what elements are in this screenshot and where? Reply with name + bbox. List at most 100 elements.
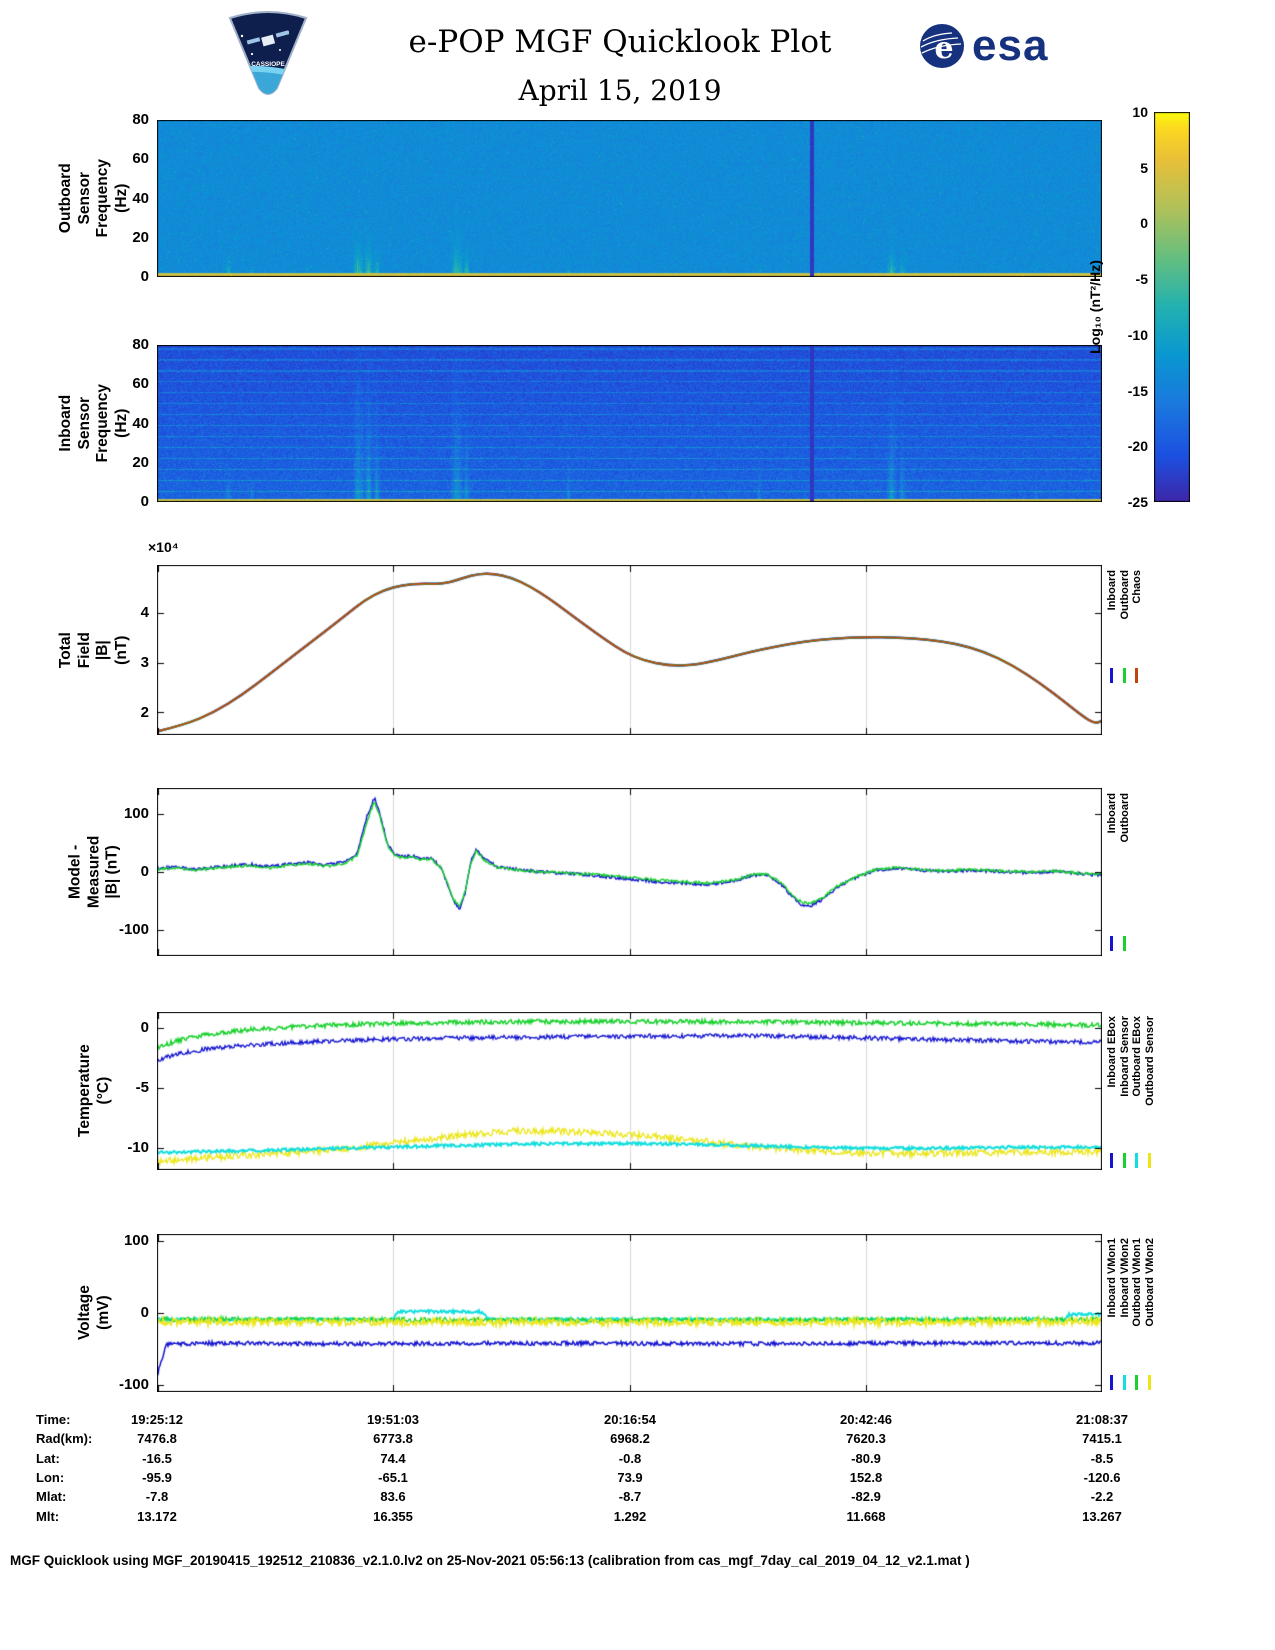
colorbar [1154, 112, 1190, 502]
y-tick-label: -10 [127, 1139, 149, 1157]
table-cell-value: 6968.2 [610, 1431, 650, 1447]
outboard-spectrogram-canvas [157, 120, 1102, 277]
table-row-label: Mlat: [36, 1489, 67, 1505]
table-cell-value: 13.172 [137, 1508, 177, 1524]
footer-note: MGF Quicklook using MGF_20190415_192512_… [10, 1553, 970, 1568]
table-cell-value: 7415.1 [1082, 1431, 1122, 1447]
y-tick-label: -100 [118, 920, 149, 938]
legend-line-sample [1147, 1153, 1151, 1168]
y-tick-label: 20 [132, 453, 149, 471]
table-cell-value: 20:16:54 [603, 1412, 657, 1427]
table-cell-value: -95.9 [142, 1469, 172, 1485]
patch-solar-panel-right [275, 30, 290, 38]
table-cell-value: 1.292 [613, 1508, 647, 1524]
y-tick-label: 60 [132, 375, 149, 393]
patch-solar-panel-left [246, 37, 261, 45]
y-tick-label: 0 [140, 268, 149, 285]
legend-line-sample [1135, 1375, 1138, 1390]
legend-line-sample [1122, 668, 1126, 683]
legend-line-sample [1135, 668, 1138, 683]
table-cell-value: 7476.8 [137, 1431, 177, 1447]
y-tick-label: 80 [132, 111, 149, 128]
colorbar-tick-label: -10 [1127, 326, 1148, 343]
table-row-label: Time: [36, 1412, 71, 1427]
esa-logo: e esa [918, 22, 1048, 70]
colorbar-tick-label: -5 [1135, 271, 1148, 288]
legend-label: Outboard VMon1 [1131, 1238, 1143, 1327]
total-field-plot-canvas [157, 565, 1102, 735]
table-cell-value: 83.6 [380, 1489, 406, 1505]
legend-label: Inboard EBox [1106, 1016, 1118, 1088]
colorbar-tick-label: 0 [1140, 215, 1148, 232]
legend-label: Outboard [1118, 570, 1131, 620]
table-cell-value: -80.9 [851, 1450, 881, 1466]
cassiope-mission-patch: CASSIOPE [228, 11, 308, 95]
colorbar-tick-label: -25 [1127, 494, 1148, 510]
table-cell-value: 19:51:03 [366, 1412, 420, 1427]
table-cell-value: 16.355 [373, 1508, 413, 1524]
legend-line-sample [1110, 1153, 1113, 1168]
legend-line-sample [1122, 1153, 1126, 1168]
legend-label: Outboard VMon2 [1143, 1238, 1156, 1327]
colorbar-tick-label: 5 [1140, 159, 1148, 176]
legend-label: Inboard VMon1 [1106, 1238, 1118, 1318]
page-date: April 15, 2019 [518, 74, 722, 107]
legend-line-sample [1110, 936, 1113, 951]
legend-label: Inboard [1106, 570, 1118, 611]
y-tick-label: 3 [140, 653, 149, 671]
legend-label: Outboard EBox [1131, 1016, 1143, 1097]
y-tick-label: 100 [123, 1232, 149, 1250]
table-cell-value: -120.6 [1083, 1469, 1121, 1485]
legend-label: Inboard VMon2 [1118, 1238, 1131, 1318]
table-cell-value: 19:25:12 [130, 1412, 184, 1427]
temperature-plot-canvas [157, 1012, 1102, 1170]
patch-mission-name: CASSIOPE [251, 61, 285, 68]
legend-line-sample [1110, 668, 1113, 683]
table-cell-value: -16.5 [142, 1450, 172, 1466]
voltage-plot-canvas [157, 1234, 1102, 1392]
table-cell-value: 74.4 [380, 1450, 406, 1466]
inboard-spectrogram-canvas [157, 345, 1102, 502]
legend-label: Outboard [1118, 793, 1131, 843]
table-cell-value: -0.8 [618, 1450, 642, 1466]
table-cell-value: -65.1 [378, 1469, 408, 1485]
y-tick-label: 40 [132, 189, 149, 207]
y-tick-label: 100 [123, 805, 149, 823]
table-cell-value: 73.9 [617, 1469, 643, 1485]
table-row-label: Mlt: [36, 1508, 60, 1524]
colorbar-tick-label: -15 [1127, 382, 1148, 399]
y-tick-label: -5 [135, 1078, 149, 1096]
table-cell-value: 7620.3 [846, 1431, 886, 1447]
y-tick-label: 40 [132, 414, 149, 432]
y-tick-label: 0 [140, 863, 149, 880]
table-cell-value: -8.7 [618, 1489, 642, 1505]
table-cell-value: -8.5 [1090, 1450, 1114, 1466]
legend-line-sample [1110, 1375, 1113, 1390]
y-tick-label: 4 [140, 603, 149, 621]
legend-label: Inboard Sensor [1118, 1016, 1131, 1097]
table-cell-value: -82.9 [851, 1489, 881, 1505]
y-tick-label: 60 [132, 150, 149, 168]
legend-line-sample [1122, 936, 1126, 951]
table-cell-value: -7.8 [145, 1489, 169, 1505]
table-cell-value: 11.668 [846, 1508, 886, 1524]
table-cell-value: 152.8 [849, 1469, 883, 1485]
model-measured-plot-canvas [157, 788, 1102, 956]
y-tick-label: 0 [140, 493, 149, 510]
legend-label: Outboard Sensor [1143, 1016, 1156, 1106]
svg-text:e: e [934, 31, 953, 66]
legend-line-sample [1122, 1375, 1126, 1390]
y-tick-label: 80 [132, 336, 149, 353]
table-cell-value: 6773.8 [373, 1431, 413, 1447]
table-cell-value: -2.2 [1090, 1489, 1114, 1505]
y-tick-label: 20 [132, 228, 149, 246]
legend-label: Inboard [1106, 793, 1118, 834]
y-tick-label: 0 [140, 1304, 149, 1321]
y-tick-label: 2 [140, 703, 149, 721]
colorbar-tick-label: -20 [1127, 438, 1148, 455]
legend-label: Chaos [1131, 570, 1143, 604]
table-cell-value: 13.267 [1082, 1508, 1122, 1524]
table-cell-value: 21:08:37 [1075, 1412, 1129, 1427]
